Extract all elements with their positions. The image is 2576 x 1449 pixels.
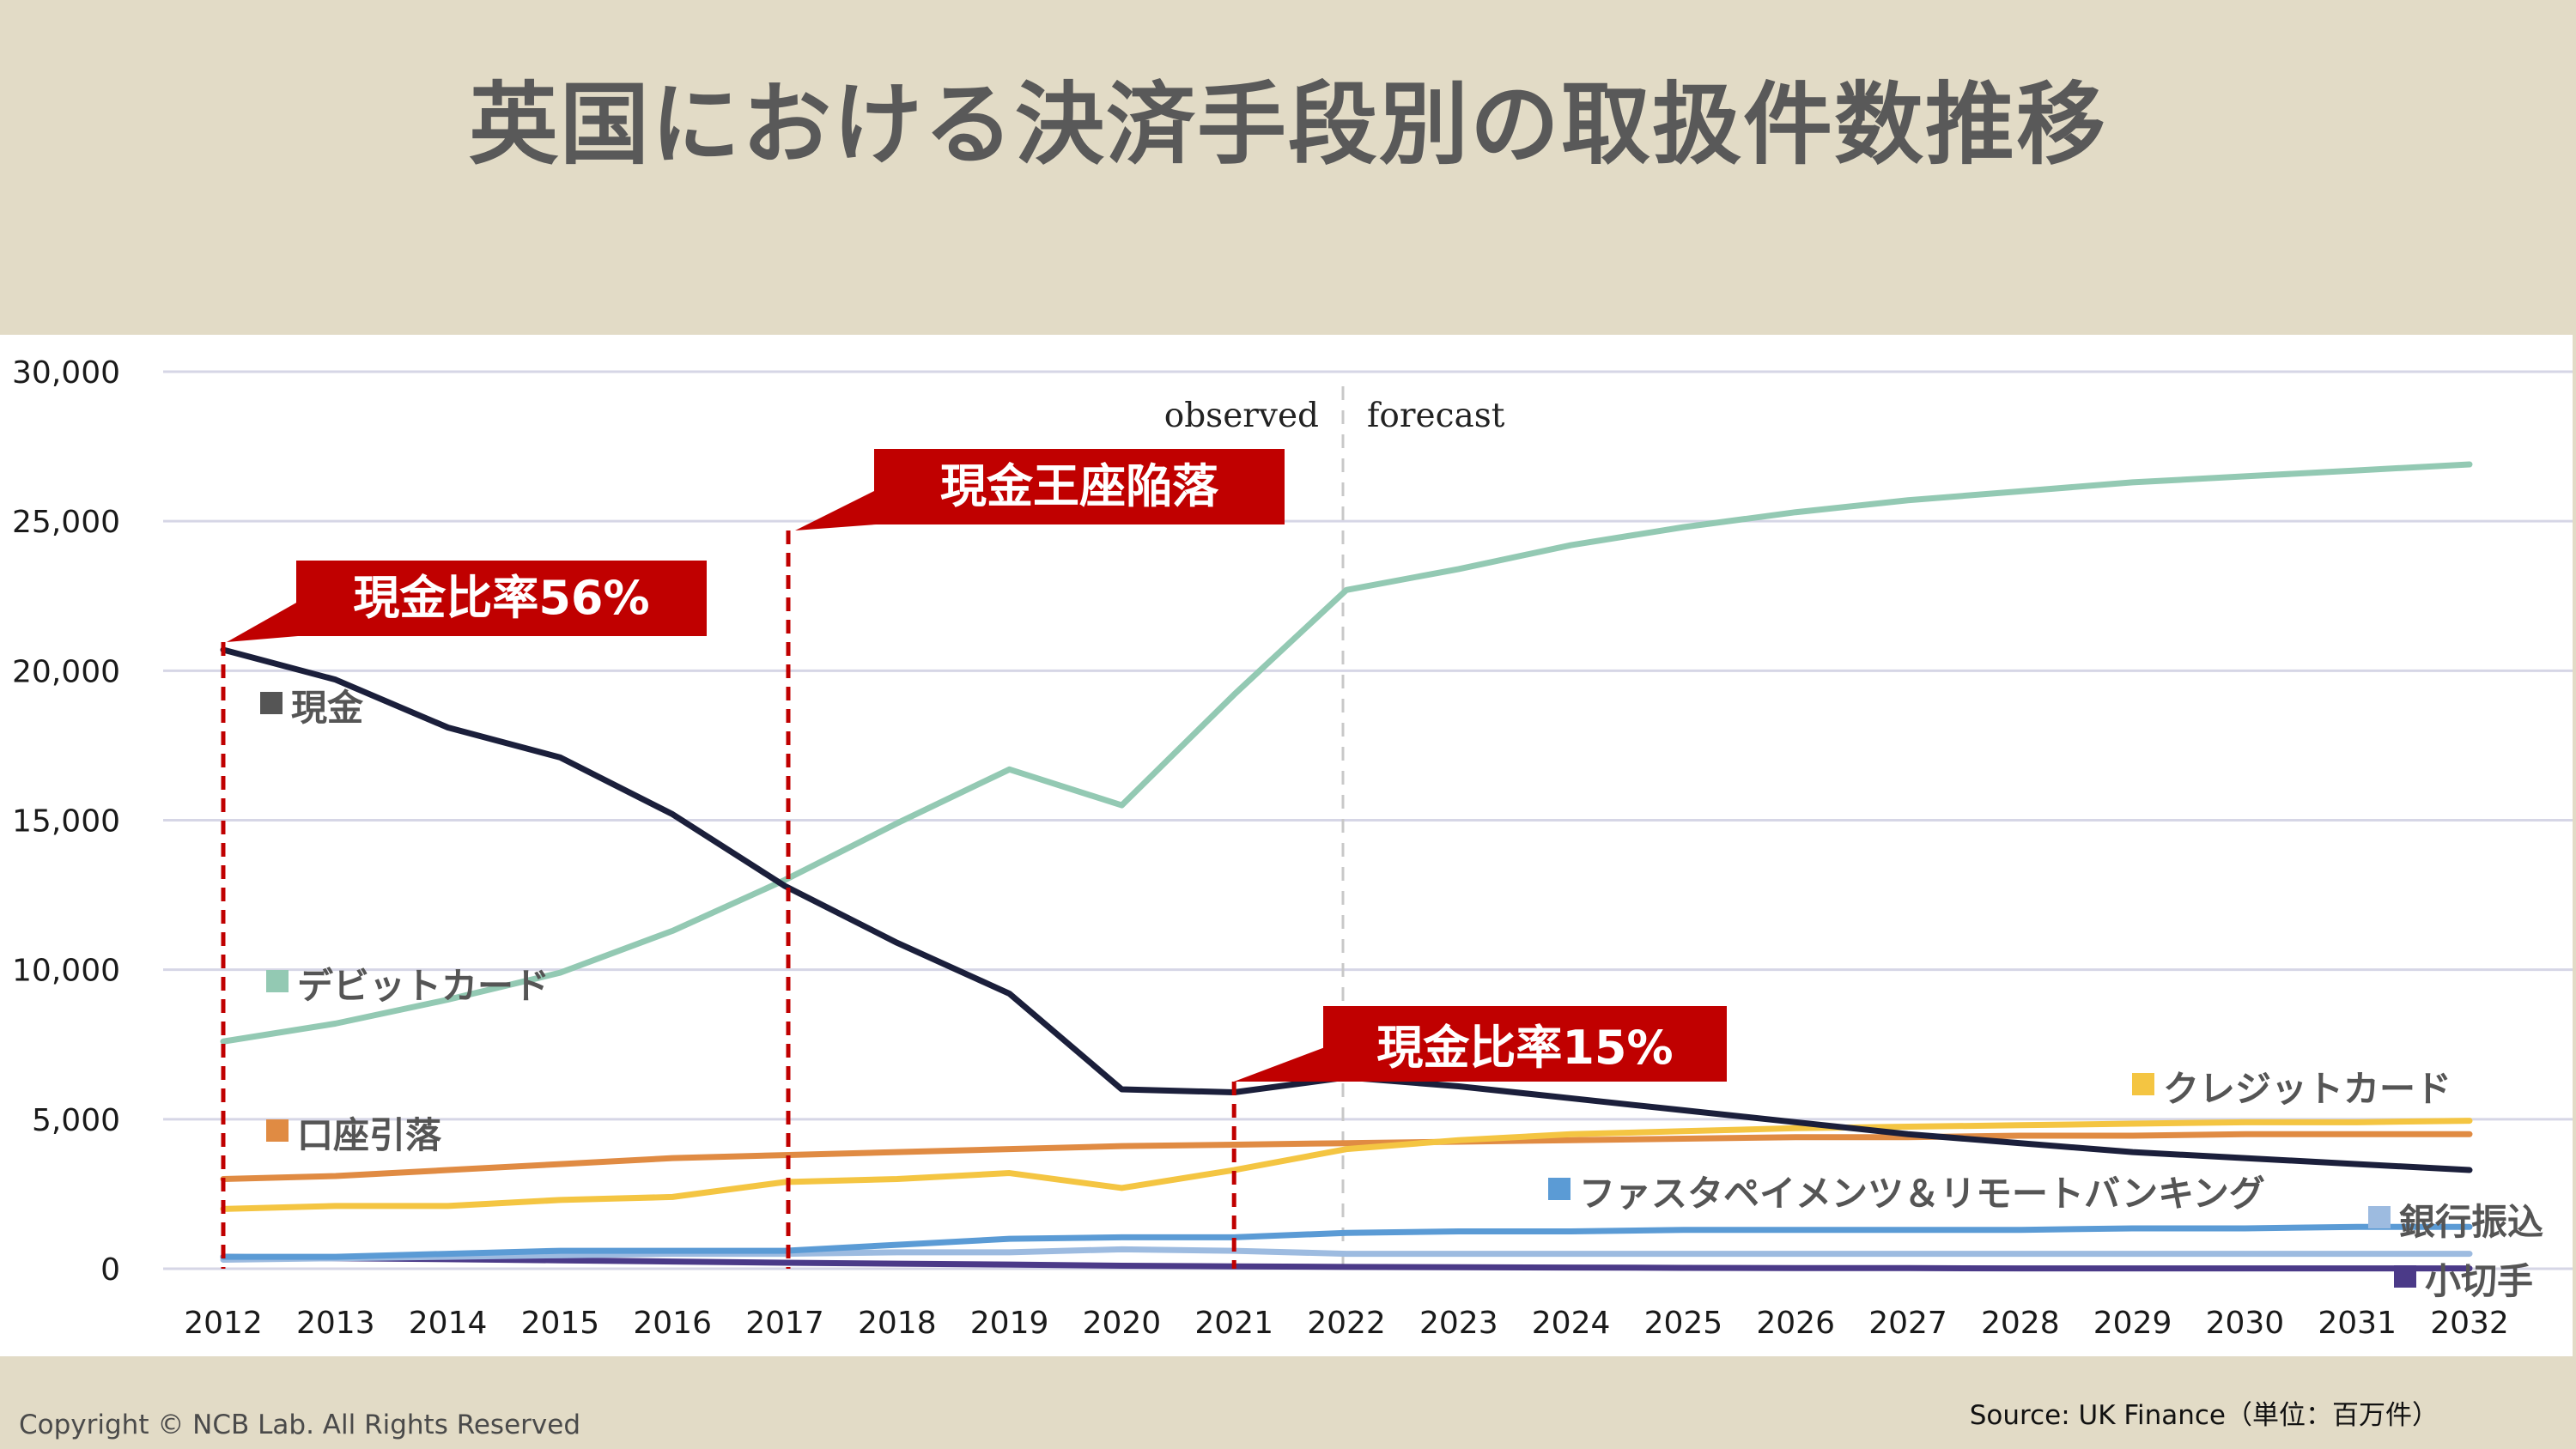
x-tick-label: 2031 [2318,1306,2397,1341]
y-tick-label: 25,000 [12,505,120,540]
source-text: Source: UK Finance（単位：百万件） [1969,1400,2439,1431]
x-tick-label: 2013 [296,1306,375,1341]
series-label: 口座引落 [297,1114,442,1156]
callout-label: 現金比率15% [1376,1021,1673,1075]
x-tick-label: 2022 [1307,1306,1386,1341]
series-line [220,1118,2473,1212]
callout-label: 現金比率56% [353,571,649,625]
x-tick-label: 2029 [2093,1306,2172,1341]
callout-pointer [1234,1047,1325,1082]
copyright-text: Copyright © NCB Lab. All Rights Reserved [19,1410,580,1440]
forecast-label: forecast [1367,397,1505,435]
x-tick-label: 2030 [2206,1306,2285,1341]
series-line [220,1246,2473,1264]
series-label: ファスタペイメンツ＆リモートバンキング [1579,1173,2265,1215]
x-tick-label: 2015 [521,1306,600,1341]
x-tick-label: 2020 [1083,1306,1162,1341]
y-tick-label: 0 [100,1252,120,1288]
legend-swatch [2132,1073,2154,1095]
callout-label: 現金王座陥落 [940,459,1219,513]
legend-swatch [260,692,283,714]
x-tick-label: 2027 [1868,1306,1947,1341]
x-tick-label: 2017 [745,1306,824,1341]
x-tick-label: 2025 [1644,1306,1723,1341]
callout-box [296,561,707,636]
page-title: 英国における決済手段別の取扱件数推移 [468,72,2107,177]
legend-swatch [266,970,289,992]
series-line [220,1253,2473,1272]
legend-swatch [2394,1265,2416,1288]
x-tick-label: 2012 [184,1306,263,1341]
y-tick-label: 15,000 [12,804,120,840]
x-tick-label: 2021 [1194,1306,1273,1341]
series-label: 小切手 [2425,1260,2533,1302]
x-tick-label: 2023 [1419,1306,1498,1341]
series-label: デビットカード [297,965,550,1007]
x-tick-label: 2014 [409,1306,488,1341]
legend-swatch [1548,1178,1571,1200]
series-line [220,1131,2473,1182]
x-tick-label: 2028 [1981,1306,2060,1341]
observed-label: observed [1164,397,1319,435]
callout-box [1323,1006,1727,1082]
callout-box [874,449,1285,524]
x-tick-label: 2019 [970,1306,1049,1341]
x-tick-label: 2018 [858,1306,937,1341]
x-tick-label: 2032 [2430,1306,2509,1341]
chart-panel: 0 5,000 10,000 15,000 20,000 25,000 30,000 2012… [0,335,2573,1356]
callout-pointer [227,602,298,642]
line-chart: 0 5,000 10,000 15,000 20,000 25,000 30,000 2012… [12,355,2573,1341]
legend-swatch [266,1119,289,1142]
x-tick-label: 2026 [1756,1306,1835,1341]
series-line [220,461,2473,1045]
series-line [220,1223,2473,1260]
y-tick-label: 30,000 [12,355,120,391]
x-tick-label: 2016 [633,1306,712,1341]
y-tick-label: 5,000 [32,1103,120,1138]
series-label: 現金 [291,687,364,729]
y-tick-label: 10,000 [12,954,120,989]
series-label: クレジットカード [2163,1068,2451,1110]
callout-pointer [795,490,876,530]
header: 英国における決済手段別の取扱件数推移 [0,0,2576,333]
y-tick-label: 20,000 [12,654,120,689]
legend-swatch [2368,1206,2391,1228]
x-tick-label: 2024 [1532,1306,1611,1341]
series-label: 銀行振込 [2399,1201,2543,1243]
